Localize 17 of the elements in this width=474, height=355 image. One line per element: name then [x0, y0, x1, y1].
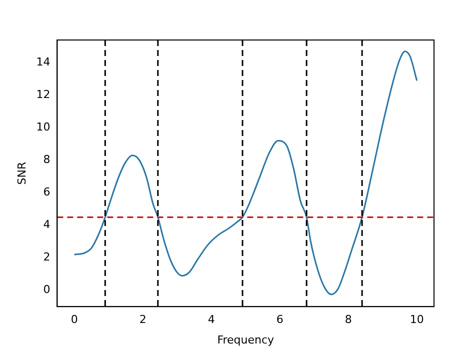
x-tick-label: 8 [344, 313, 352, 326]
x-axis-title: Frequency [217, 333, 274, 346]
y-tick-label: 0 [43, 283, 50, 296]
y-tick-label: 2 [43, 250, 50, 264]
y-tick-label: 4 [43, 218, 50, 232]
x-tick-label: 0 [70, 313, 78, 326]
line-series [74, 50, 418, 296]
x-tick-label: 4 [208, 313, 215, 326]
y-tick-label: 6 [43, 186, 50, 199]
y-tick-label: 10 [36, 120, 50, 134]
x-tick-label: 10 [410, 313, 424, 326]
x-tick-label: 2 [139, 313, 146, 326]
y-tick-label: 8 [43, 153, 50, 166]
y-tick-label: 12 [36, 88, 50, 102]
x-tick-label: 6 [276, 313, 284, 326]
y-tick-label: 14 [36, 56, 50, 69]
y-axis-title: SNR [15, 162, 28, 185]
